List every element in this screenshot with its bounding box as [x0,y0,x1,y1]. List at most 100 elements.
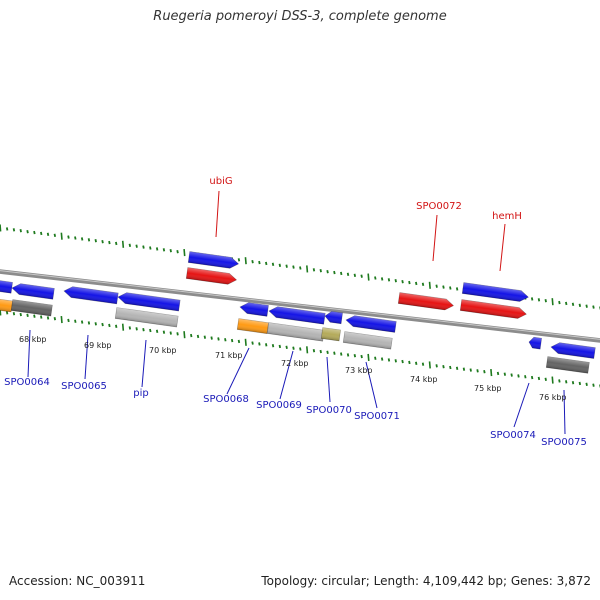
lower-ruler-minor-tick [380,357,384,361]
upper-ruler-minor-tick [271,262,275,267]
lower-ruler-minor-tick [401,359,404,364]
backbone-highlight [0,270,600,340]
spo0075-gene-shade [551,342,596,359]
lower-ruler-major-tick [306,346,309,354]
lower-ruler-minor-tick [53,317,57,321]
spo0069-gene-shade [269,306,326,325]
lower-ruler-minor-tick [33,314,36,318]
lower-ruler-minor-tick [340,352,343,356]
lower-ruler-minor-tick [230,338,234,343]
upper-ruler-minor-tick [169,249,172,253]
spo0072-gene-shade [398,292,454,310]
upper-ruler-minor-tick [455,287,459,291]
upper-ruler-major-tick [367,273,370,281]
upper-ruler-major-tick [121,240,125,248]
gene-label-bottom: SPO0070 [306,405,352,416]
lower-ruler-minor-tick [421,362,425,366]
upper-ruler-minor-tick [33,230,36,235]
spo0069-gene [268,306,326,325]
lower-ruler-major-tick [183,331,186,339]
spo0064-gene [11,283,55,300]
lower-ruler-minor-tick [510,373,513,377]
upper-ruler-minor-tick [319,269,322,273]
lower-ruler-minor-tick [455,366,459,371]
ubig-gene-blue [187,251,240,269]
lower-ruler-minor-tick [326,350,329,355]
upper-ruler-minor-tick [592,305,595,309]
lower-ruler-minor-tick [142,327,145,332]
upper-ruler-minor-tick [558,300,561,305]
lower-ruler-minor-tick [285,345,288,349]
spo0068-feature [236,318,269,334]
lower-ruler-minor-tick [251,341,254,345]
leader-line [84,334,89,380]
lower-ruler-minor-tick [517,374,520,378]
tick-label: 69 kbp [84,341,112,350]
lower-ruler-minor-tick [312,349,316,353]
lower-ruler-minor-tick [149,328,152,333]
upper-ruler-minor-tick [578,303,582,307]
spo0069-feature-shade [267,322,325,342]
tick-label: 76 kbp [539,393,567,402]
lower-ruler-minor-tick [258,342,261,346]
gene-label-bottom: SPO0074 [490,430,536,441]
upper-ruler-minor-tick [408,280,411,285]
lower-ruler-minor-tick [12,312,16,316]
lower-ruler-major-tick [244,338,247,346]
gene-labels: ubiG SPO0072 hemH SPO0064 SPO0065 pip SPO0068 S… [4,176,587,448]
upper-ruler-minor-tick [135,244,138,248]
lower-ruler-minor-tick [415,361,418,365]
upper-ruler-minor-tick [162,248,166,252]
upper-ruler-minor-tick [237,258,241,262]
spo0063-gene-shade [0,280,13,294]
spo0063-feature-shade [0,298,13,312]
lower-ruler-minor-tick [196,334,200,339]
lower-ruler-minor-tick [67,318,70,323]
lower-ruler-minor-tick [558,379,561,383]
lower-ruler-minor-tick [265,343,268,347]
upper-ruler-minor-tick [12,228,16,232]
upper-ruler-minor-tick [333,270,336,275]
tick-label: 72 kbp [281,359,309,368]
upper-ruler-minor-tick [537,298,541,302]
upper-ruler-minor-tick [421,282,425,287]
upper-ruler-minor-tick [265,261,268,266]
spo0069-feature [266,322,325,342]
lower-ruler-minor-tick [565,380,568,384]
lower-ruler-minor-tick [40,315,43,319]
ruler-labels: 68 kbp 69 kbp 70 kbp 71 kbp 72 kbp 73 kbp 74 k… [19,335,567,402]
lower-ruler-minor-tick [237,339,241,344]
lower-ruler-minor-tick [292,346,295,350]
upper-ruler-minor-tick [565,301,568,306]
lower-ruler-minor-tick [374,356,377,360]
lower-ruler-minor-tick [19,312,22,317]
hemh-gene-red-shade [460,299,527,319]
lower-ruler-minor-tick [476,369,479,373]
lower-ruler-minor-tick [571,380,575,385]
upper-ruler-minor-tick [251,259,254,264]
ubig-gene-red [185,267,238,285]
upper-ruler-minor-tick [108,240,111,245]
lower-ruler-minor-tick [469,368,472,372]
upper-ruler-minor-tick [46,232,50,237]
upper-ruler-minor-tick [380,277,384,281]
spo0064-feature-shade [11,299,53,316]
lower-ruler-minor-tick [462,367,466,371]
upper-ruler-minor-tick [346,272,350,277]
spo0071-feature [342,331,393,350]
lower-ruler-minor-tick [524,375,527,379]
lower-ruler-minor-tick [299,347,302,351]
upper-ruler-minor-tick [353,273,357,277]
lower-ruler-minor-tick [333,351,336,355]
upper-ruler-minor-tick [5,227,9,231]
leader-line [432,214,438,262]
lower-ruler-minor-tick [278,344,282,349]
upper-ruler-minor-tick [40,231,43,236]
lower-ruler-major-tick [428,361,431,369]
spo0070-feature-shade [321,327,341,341]
lower-ruler-minor-tick [190,333,193,338]
lower-ruler-minor-tick [46,316,50,320]
spo0075-feature [545,356,590,374]
leader-line [226,347,250,395]
backbone-line [0,269,600,343]
